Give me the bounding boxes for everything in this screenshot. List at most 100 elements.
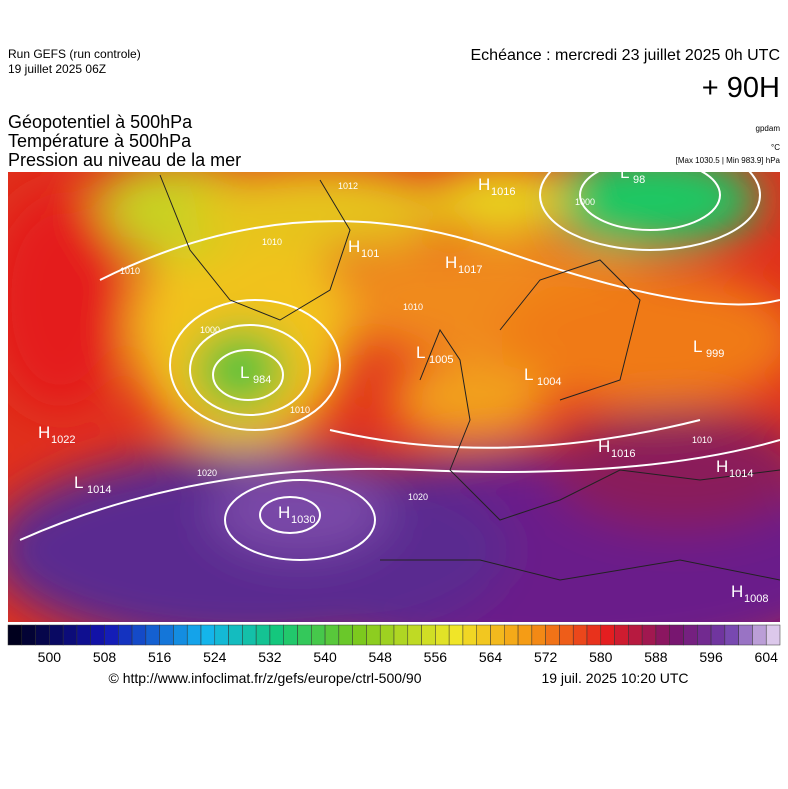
colorbar-swatch <box>738 624 753 646</box>
colorbar-swatch <box>62 624 78 646</box>
colorbar-swatch <box>448 624 464 646</box>
colorbar-swatch <box>311 624 326 646</box>
colorbar-swatch <box>476 624 491 646</box>
center-letter: H <box>598 437 610 456</box>
colorbar-swatch <box>228 624 243 646</box>
center-letter: H <box>731 582 743 601</box>
colorbar-swatch <box>628 624 643 646</box>
center-value: 1016 <box>491 186 515 198</box>
center-value: 101 <box>361 248 379 260</box>
center-letter: H <box>278 503 290 522</box>
center-letter: H <box>478 175 490 194</box>
colorbar-swatch <box>683 624 698 646</box>
colorbar-swatch <box>724 624 739 646</box>
colorbar-swatch <box>186 624 202 646</box>
colorbar-swatch <box>421 624 436 646</box>
colorbar-swatch <box>559 624 574 646</box>
contour-label: 1000 <box>575 197 595 207</box>
colorbar-label: 564 <box>479 649 503 665</box>
center-letter: L <box>240 363 249 382</box>
center-value: 1017 <box>458 264 482 276</box>
colorbar-swatch <box>655 624 670 646</box>
contour-label: 1010 <box>120 266 140 276</box>
contour-label: 1012 <box>338 181 358 191</box>
center-letter: H <box>716 457 728 476</box>
colorbar-swatch <box>531 624 546 646</box>
colorbar-swatch <box>697 624 712 646</box>
colorbar-swatch <box>200 624 216 646</box>
colorbar-swatch <box>572 624 588 646</box>
contour-label: 1010 <box>262 237 282 247</box>
map <box>8 172 780 622</box>
field: Géopotentiel à 500hPa <box>8 112 193 132</box>
colorbar-label: 500 <box>38 649 62 665</box>
colorbar-swatch <box>752 624 767 646</box>
center-letter: H <box>348 237 360 256</box>
colorbar-swatch <box>214 624 229 646</box>
colorbar-swatch <box>490 624 505 646</box>
center-letter: L <box>74 473 83 492</box>
colorbar-swatch <box>710 624 726 646</box>
field: Température à 500hPa <box>8 131 192 151</box>
extremes: [Max 1030.5 | Min 983.9] hPa <box>676 156 781 165</box>
generated-time: 19 juil. 2025 10:20 UTC <box>541 670 688 686</box>
colorbar-swatch <box>159 624 174 646</box>
colorbar-swatch <box>324 624 340 646</box>
colorbar-swatch <box>765 624 781 646</box>
colorbar-swatch <box>76 624 91 646</box>
colorbar-swatch <box>366 624 381 646</box>
unit: gpdam <box>756 124 781 133</box>
colorbar-swatch <box>49 624 64 646</box>
colorbar-swatch <box>297 624 312 646</box>
colorbar-swatch <box>338 624 353 646</box>
colorbar-swatch <box>435 624 450 646</box>
colorbar-label: 516 <box>148 649 172 665</box>
valid-time: Echéance : mercredi 23 juillet 2025 0h U… <box>471 47 781 64</box>
center-value: 1016 <box>611 448 635 460</box>
colorbar-swatch <box>145 624 160 646</box>
center-letter: H <box>445 253 457 272</box>
center-value: 98 <box>633 174 645 186</box>
colorbar-swatch <box>173 624 188 646</box>
colorbar-swatch <box>90 624 105 646</box>
contour-label: 1010 <box>403 302 423 312</box>
colorbar-label: 556 <box>424 649 448 665</box>
colorbar-label: 524 <box>203 649 227 665</box>
colorbar-swatch <box>283 624 298 646</box>
center-value: 999 <box>706 348 724 360</box>
colorbar-swatch <box>545 624 560 646</box>
center-value: 1030 <box>291 514 315 526</box>
colorbar-swatch <box>407 624 422 646</box>
contour-label: 1010 <box>692 435 712 445</box>
source: © http://www.infoclimat.fr/z/gefs/europe… <box>108 670 421 686</box>
colorbar-swatch <box>269 624 284 646</box>
colorbar-swatch <box>669 624 684 646</box>
contour-label: 1010 <box>290 405 310 415</box>
center-value: 984 <box>253 374 271 386</box>
colorbar-swatch <box>600 624 615 646</box>
colorbar-swatch <box>641 624 657 646</box>
colorbar-label: 580 <box>589 649 613 665</box>
run: Run GEFS (run controle) <box>8 47 141 61</box>
contour-label: 1020 <box>408 492 428 502</box>
field: Pression au niveau de la mer <box>8 150 241 170</box>
center-letter: L <box>620 163 629 182</box>
contour-label: 1000 <box>200 325 220 335</box>
colorbar-swatch <box>393 624 409 646</box>
colorbar-swatch <box>352 624 367 646</box>
center-value: 1008 <box>744 593 768 605</box>
colorbar-swatch <box>255 624 271 646</box>
colorbar-swatch <box>504 624 519 646</box>
colorbar-label: 588 <box>644 649 668 665</box>
colorbar-label: 572 <box>534 649 558 665</box>
center-letter: H <box>38 423 50 442</box>
colorbar-swatch <box>35 624 50 646</box>
colorbar-swatch <box>462 624 477 646</box>
colorbar-label: 532 <box>258 649 282 665</box>
colorbar-swatch <box>131 624 147 646</box>
colorbar-label: 540 <box>313 649 337 665</box>
center-value: 1004 <box>537 376 561 388</box>
colorbar-label: 596 <box>699 649 723 665</box>
